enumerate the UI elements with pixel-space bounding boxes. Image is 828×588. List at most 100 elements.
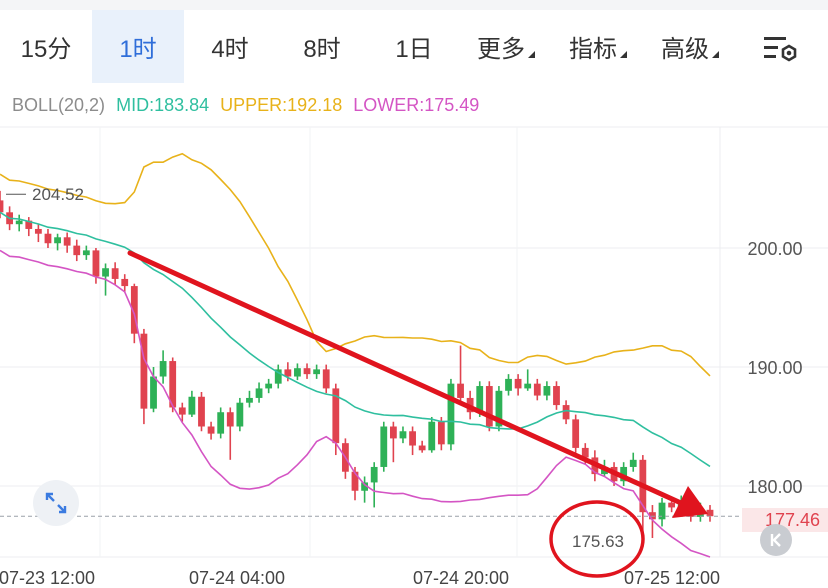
top-strip — [0, 0, 828, 10]
candle-body — [543, 386, 551, 396]
trend-arrow-head — [672, 486, 708, 518]
candle-body — [207, 426, 215, 434]
candle-body — [629, 459, 637, 467]
tab-2[interactable]: 4时 — [184, 10, 276, 83]
candle-body — [562, 405, 570, 420]
high-price-label: 204.52 — [32, 185, 84, 204]
candle-body — [457, 383, 464, 398]
tab-label: 高级 — [661, 36, 709, 63]
candle-body — [553, 386, 560, 406]
candle-body — [44, 233, 52, 244]
time-axis-label: 07-24 04:00 — [189, 568, 285, 588]
candle-body — [370, 466, 378, 483]
trend-arrow-line — [127, 250, 695, 511]
tab-5[interactable]: 更多 — [460, 10, 552, 83]
candle-body — [140, 333, 148, 409]
candle-body — [485, 386, 493, 427]
time-axis-label: 07-24 20:00 — [413, 568, 509, 588]
candle-body — [495, 390, 503, 427]
candle-body — [409, 431, 416, 446]
candle-body — [15, 220, 23, 225]
dropdown-caret-icon — [620, 51, 627, 58]
expand-icon — [45, 492, 67, 514]
jump-to-latest-icon — [770, 533, 781, 547]
tab-label: 8时 — [303, 36, 341, 63]
candle-body — [236, 402, 244, 427]
candle-body — [322, 369, 330, 389]
candle-body — [111, 268, 119, 279]
candle-body — [620, 466, 628, 482]
tab-label: 更多 — [477, 36, 525, 63]
candle-body — [0, 200, 4, 213]
candle-body — [313, 369, 321, 375]
candle-body — [706, 509, 714, 517]
candle-body — [121, 278, 129, 287]
candle-body — [217, 412, 225, 434]
candle-body — [658, 502, 666, 520]
tab-label: 15分 — [20, 36, 72, 63]
candle-body — [524, 383, 532, 389]
candle-body — [63, 237, 71, 246]
candle-body — [389, 426, 397, 439]
candle-body — [226, 412, 234, 427]
candle-body — [25, 220, 33, 229]
candle-body — [82, 250, 90, 256]
candle-body — [332, 388, 340, 444]
candle-body — [533, 383, 541, 396]
tab-3[interactable]: 8时 — [276, 10, 368, 83]
boll-lower: LOWER:175.49 — [353, 95, 480, 115]
dropdown-caret-icon — [712, 51, 719, 58]
low-price-label: 175.63 — [572, 532, 624, 551]
period-tab-bar: 15分 1时 4时 8时 1日 更多 指标 高级 — [0, 10, 828, 83]
time-axis-label: 07-25 12:00 — [624, 568, 720, 588]
boll-lower-line — [0, 249, 711, 558]
price-axis-label: 180.00 — [747, 477, 802, 497]
boll-upper: UPPER:192.18 — [220, 95, 343, 115]
candle-body — [265, 383, 273, 389]
candle-body — [505, 378, 512, 391]
tab-7[interactable]: 高级 — [644, 10, 736, 83]
candle-body — [447, 383, 455, 445]
candle-body — [514, 378, 522, 389]
candle-body — [418, 445, 426, 451]
chart-settings-icon[interactable] — [762, 34, 798, 62]
candle-body — [303, 368, 311, 375]
candle-body — [92, 250, 100, 277]
candle-body — [150, 376, 157, 409]
tab-1[interactable]: 1时 — [92, 10, 184, 83]
candlestick-chart[interactable]: 200.00 190.00 180.00 07-23 12:00 07-24 04:00… — [0, 120, 828, 588]
candle-body — [198, 396, 205, 427]
tab-label: 1时 — [119, 36, 157, 63]
boll-indicator-legend: BOLL(20,2) MID:183.84 UPPER:192.18 LOWER… — [12, 95, 485, 116]
candle-body — [437, 421, 445, 445]
candle-body — [572, 419, 580, 448]
candle-body — [102, 268, 109, 277]
candle-body — [159, 361, 167, 377]
candle-body — [178, 407, 186, 415]
candle-body — [130, 286, 138, 334]
candle-body — [294, 368, 301, 377]
tab-6[interactable]: 指标 — [552, 10, 644, 83]
candle-body — [169, 361, 177, 408]
tab-label: 1日 — [395, 36, 433, 63]
jump-to-latest-button[interactable] — [760, 524, 792, 556]
fullscreen-button[interactable] — [33, 480, 79, 526]
candle-body — [351, 471, 359, 491]
tab-4[interactable]: 1日 — [368, 10, 460, 83]
annotation-circle — [549, 500, 645, 578]
candle-body — [361, 482, 368, 491]
candle-body — [54, 237, 61, 244]
candle-body — [255, 388, 263, 398]
price-axis-label: 200.00 — [747, 239, 802, 259]
candle-body — [34, 228, 42, 234]
tab-label: 指标 — [569, 36, 617, 63]
candle-body — [188, 396, 196, 415]
candle-body — [274, 369, 282, 384]
boll-upper-line — [0, 152, 711, 377]
candle-body — [284, 369, 292, 377]
candle-body — [668, 502, 676, 508]
candle-body — [476, 386, 484, 413]
candle-body — [581, 447, 589, 458]
tab-0[interactable]: 15分 — [0, 10, 92, 83]
candle-body — [73, 245, 81, 256]
